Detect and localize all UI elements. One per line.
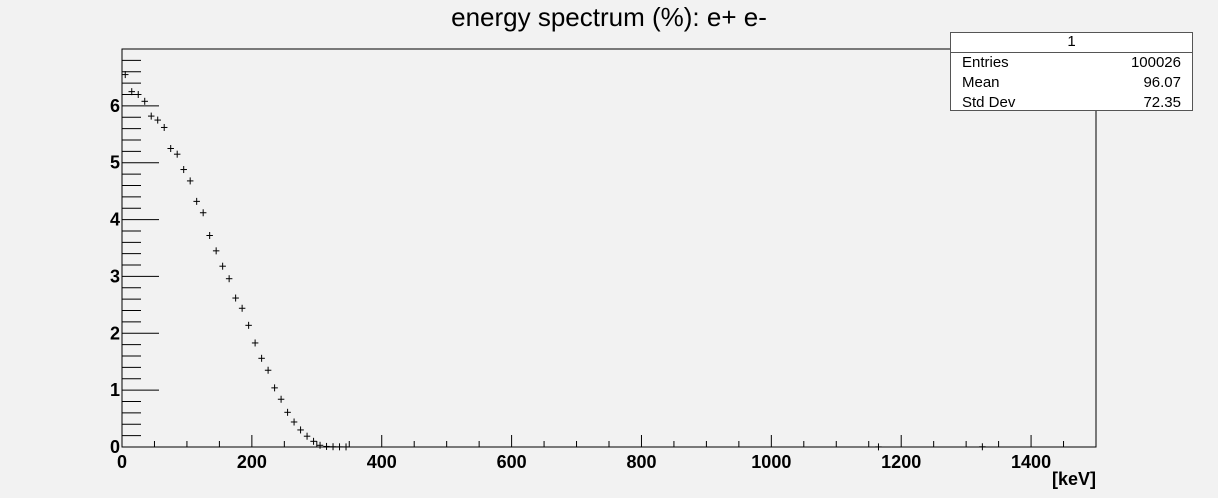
data-point bbox=[297, 426, 304, 434]
data-point bbox=[154, 116, 161, 124]
stats-row-mean: Mean 96.07 bbox=[951, 73, 1192, 93]
data-point bbox=[310, 437, 317, 445]
data-point bbox=[251, 339, 259, 347]
data-point bbox=[167, 145, 174, 152]
stats-row-entries: Entries 100026 bbox=[951, 53, 1192, 73]
data-point bbox=[122, 71, 129, 79]
data-point bbox=[271, 384, 278, 392]
axes: 0 1 2 3 4 5 6 0 200 400 600 800 1000 1200 1400 bbox=[110, 48, 1097, 472]
data-point bbox=[264, 366, 272, 374]
x-tick-label: 1400 bbox=[1011, 452, 1051, 472]
y-tick-label: 4 bbox=[110, 210, 120, 230]
data-point bbox=[336, 443, 343, 451]
data-point bbox=[206, 231, 213, 239]
data-markers bbox=[122, 71, 986, 451]
x-tick-label: 200 bbox=[237, 452, 267, 472]
data-point bbox=[323, 442, 330, 450]
data-point bbox=[160, 123, 168, 131]
x-tick-label: 400 bbox=[367, 452, 397, 472]
data-point bbox=[290, 418, 298, 426]
stats-label: Std Dev bbox=[962, 94, 1016, 111]
stats-label: Mean bbox=[962, 74, 1000, 91]
data-point bbox=[193, 197, 200, 205]
stats-value: 100026 bbox=[1130, 54, 1181, 71]
data-point bbox=[875, 443, 882, 451]
stats-title: 1 bbox=[951, 33, 1192, 53]
data-point bbox=[303, 432, 311, 440]
x-tick-label: 1000 bbox=[751, 452, 791, 472]
data-point bbox=[232, 294, 239, 302]
data-point bbox=[284, 408, 291, 416]
data-point bbox=[173, 150, 181, 158]
stats-value: 72.35 bbox=[1143, 94, 1181, 111]
data-point bbox=[147, 112, 155, 120]
x-tick-label: 1200 bbox=[881, 452, 921, 472]
y-tick-label: 1 bbox=[110, 380, 120, 400]
stats-value: 96.07 bbox=[1143, 74, 1181, 91]
data-point bbox=[245, 321, 252, 329]
chart-title: energy spectrum (%): e+ e- bbox=[451, 2, 767, 32]
data-point bbox=[186, 177, 194, 185]
data-point bbox=[342, 443, 350, 451]
y-tick-label: 3 bbox=[110, 266, 120, 286]
data-point bbox=[134, 90, 142, 98]
x-tick-label: 800 bbox=[626, 452, 656, 472]
data-point bbox=[141, 97, 148, 105]
data-point bbox=[128, 88, 135, 96]
data-point bbox=[225, 275, 233, 283]
data-point bbox=[199, 209, 207, 217]
data-point bbox=[258, 354, 265, 362]
data-point bbox=[277, 395, 285, 403]
y-tick-label: 6 bbox=[110, 96, 120, 116]
x-tick-label: 0 bbox=[117, 452, 127, 472]
y-tick-label: 2 bbox=[110, 323, 120, 343]
data-point bbox=[238, 304, 246, 312]
data-point bbox=[979, 443, 986, 451]
x-axis-label: [keV] bbox=[1052, 469, 1096, 489]
y-tick-label: 0 bbox=[110, 437, 120, 457]
data-point bbox=[180, 166, 187, 174]
stats-label: Entries bbox=[962, 54, 1009, 71]
data-point bbox=[329, 443, 337, 451]
data-point bbox=[316, 441, 324, 449]
plot-frame bbox=[121, 48, 1097, 448]
stats-box: 1 Entries 100026 Mean 96.07 Std Dev 72.3… bbox=[950, 32, 1193, 111]
data-point bbox=[212, 247, 220, 255]
y-tick-label: 5 bbox=[110, 153, 120, 173]
stats-row-stddev: Std Dev 72.35 bbox=[951, 93, 1192, 113]
x-tick-label: 600 bbox=[497, 452, 527, 472]
data-point bbox=[219, 262, 226, 270]
